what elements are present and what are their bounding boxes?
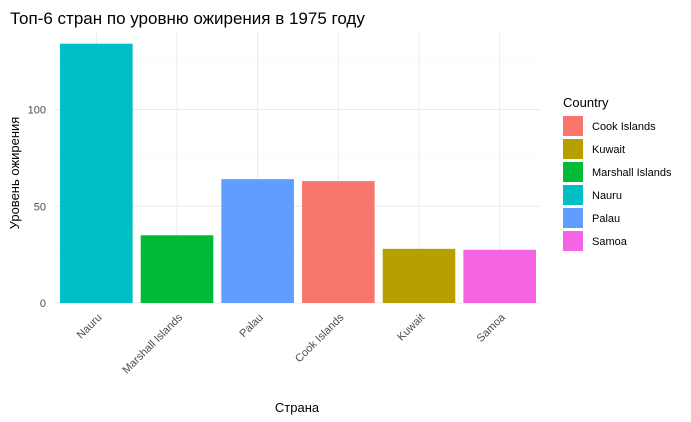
legend-swatch (563, 185, 583, 205)
bar-kuwait (382, 248, 456, 303)
chart-title: Топ-6 стран по уровню ожирения в 1975 го… (10, 9, 365, 28)
legend-label: Nauru (592, 190, 622, 202)
legend-label: Kuwait (592, 144, 625, 156)
legend-swatch (563, 231, 583, 251)
legend-swatch (563, 208, 583, 228)
legend-swatch (563, 139, 583, 159)
legend-swatch (563, 162, 583, 182)
legend-label: Palau (592, 213, 620, 225)
legend-title: Country (563, 95, 609, 110)
legend: Country Cook Islands Kuwait Marshall Islan… (563, 95, 672, 251)
x-tick-label: Palau (237, 312, 265, 340)
legend-swatch (563, 116, 583, 136)
x-tick-label: Cook Islands (293, 311, 347, 365)
bars (60, 43, 536, 304)
y-tick-label: 100 (28, 105, 46, 117)
bar-samoa (463, 249, 536, 303)
x-tick-label: Samoa (475, 311, 509, 345)
x-axis-ticks: Nauru Marshall Islands Palau Cook Islands Ku… (75, 311, 509, 376)
legend-label: Samoa (592, 236, 628, 248)
legend-label: Marshall Islands (592, 167, 672, 179)
y-axis-title: Уровень ожирения (7, 117, 22, 230)
y-tick-label: 50 (34, 201, 46, 213)
bar-marshall-islands (140, 235, 214, 303)
legend-label: Cook Islands (592, 121, 656, 133)
bar-cook-islands (302, 181, 375, 303)
x-tick-label: Marshall Islands (120, 311, 185, 376)
y-tick-label: 0 (40, 298, 46, 310)
bar-nauru (60, 43, 133, 304)
y-axis-ticks: 0 50 100 (28, 105, 46, 311)
x-axis-title: Страна (275, 400, 320, 415)
bar-palau (221, 179, 294, 303)
x-tick-label: Kuwait (395, 312, 427, 344)
x-tick-label: Nauru (75, 312, 105, 342)
